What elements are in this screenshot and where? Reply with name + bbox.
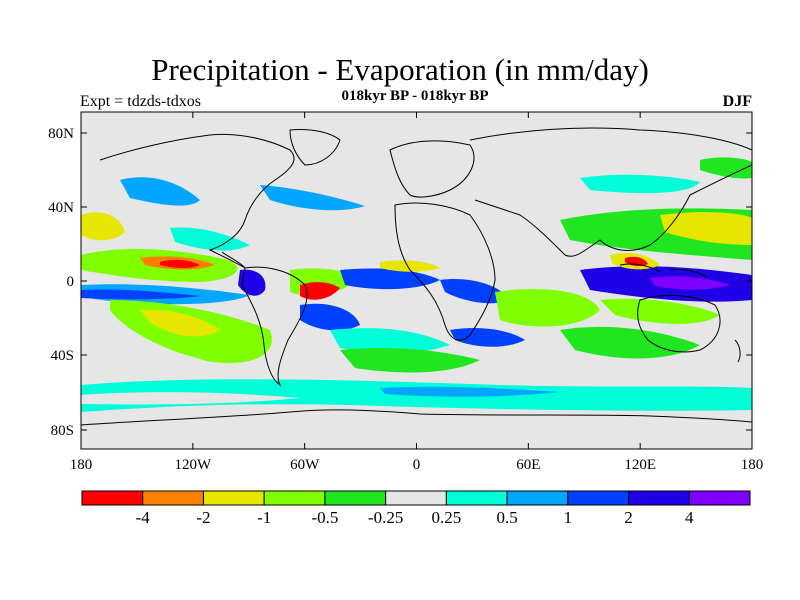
coastline-maritime bbox=[619, 263, 709, 279]
colorbar-swatch bbox=[688, 490, 751, 506]
colorbar-label: -0.25 bbox=[368, 508, 403, 527]
contour-region bbox=[600, 298, 720, 325]
contour-region bbox=[238, 269, 266, 296]
colorbar: -4 -2 -1 -0.5 -0.25 0.25 0.5 1 2 4 bbox=[81, 490, 751, 527]
colorbar-swatch bbox=[263, 490, 326, 506]
map-title: Precipitation - Evaporation (in mm/day) bbox=[151, 52, 649, 87]
coastline-europe bbox=[389, 140, 475, 198]
colorbar-swatch bbox=[202, 490, 265, 506]
contour-region bbox=[560, 326, 700, 359]
contour-fill-layer bbox=[81, 157, 752, 412]
contour-region bbox=[140, 309, 220, 337]
colorbar-swatch bbox=[81, 490, 144, 506]
y-tick-label: 0 bbox=[67, 274, 75, 290]
coastline-australia bbox=[637, 295, 721, 353]
contour-region bbox=[450, 328, 525, 347]
colorbar-swatch bbox=[628, 490, 690, 506]
colorbar-swatch bbox=[506, 490, 569, 506]
contour-region bbox=[580, 174, 700, 194]
coastline-layer bbox=[81, 127, 752, 426]
contour-region bbox=[340, 348, 480, 373]
contour-region bbox=[330, 328, 450, 353]
x-tick-label: 120E bbox=[624, 457, 656, 473]
contour-region bbox=[495, 289, 600, 327]
colorbar-label: 2 bbox=[624, 508, 633, 527]
contour-region bbox=[81, 289, 200, 300]
y-axis: 80N 40N 0 40S 80S bbox=[48, 126, 752, 439]
y-tick-label: 40S bbox=[51, 348, 74, 364]
y-tick-label: 80S bbox=[51, 423, 74, 439]
colorbar-label: 0.5 bbox=[496, 508, 517, 527]
contour-region bbox=[440, 279, 510, 304]
map-subtitle: 018kyr BP - 018kyr BP bbox=[341, 88, 489, 104]
colorbar-label: -1 bbox=[257, 508, 271, 527]
x-tick-label: 180 bbox=[70, 457, 93, 473]
x-axis: 180 120W 60W 0 60E 120E 180 bbox=[70, 112, 764, 473]
colorbar-label: 1 bbox=[564, 508, 573, 527]
contour-region bbox=[81, 330, 220, 376]
contour-region bbox=[300, 282, 340, 300]
colorbar-label: 4 bbox=[685, 508, 694, 527]
coastline-antarctica bbox=[81, 409, 752, 426]
colorbar-label: -2 bbox=[196, 508, 210, 527]
contour-region bbox=[700, 157, 752, 179]
y-tick-label: 80N bbox=[48, 126, 74, 142]
contour-region bbox=[380, 386, 560, 397]
colorbar-swatch bbox=[324, 490, 387, 506]
contour-region bbox=[340, 268, 440, 290]
contour-region bbox=[260, 185, 365, 211]
colorbar-swatch bbox=[567, 490, 630, 506]
contour-region bbox=[650, 276, 730, 290]
coastline-asia bbox=[469, 127, 752, 257]
contour-region bbox=[81, 212, 125, 241]
contour-region bbox=[120, 177, 200, 206]
contour-region bbox=[300, 303, 360, 331]
contour-region bbox=[160, 259, 200, 269]
colorbar-swatch bbox=[445, 490, 508, 506]
colorbar-label: 0.25 bbox=[431, 508, 461, 527]
x-tick-label: 0 bbox=[413, 457, 421, 473]
y-tick-label: 40N bbox=[48, 200, 74, 216]
coastline-north-america bbox=[99, 133, 295, 269]
coastline-south-america bbox=[241, 266, 308, 387]
contour-region bbox=[81, 392, 300, 405]
contour-region bbox=[660, 212, 752, 245]
contour-region bbox=[380, 260, 440, 272]
x-tick-label: 60E bbox=[516, 457, 540, 473]
x-tick-label: 180 bbox=[741, 457, 764, 473]
coastline-greenland bbox=[289, 129, 341, 166]
season-label: DJF bbox=[722, 93, 752, 110]
contour-region bbox=[170, 227, 250, 251]
experiment-label: Expt = tdzds-tdxos bbox=[80, 93, 202, 110]
x-tick-label: 60W bbox=[290, 457, 320, 473]
colorbar-label: -0.5 bbox=[311, 508, 338, 527]
colorbar-swatch bbox=[385, 490, 447, 506]
coastline-africa bbox=[394, 202, 496, 341]
coastline-new-zealand bbox=[734, 339, 741, 363]
colorbar-label: -4 bbox=[136, 508, 151, 527]
colorbar-swatch bbox=[142, 490, 204, 506]
x-tick-label: 120W bbox=[174, 457, 212, 473]
